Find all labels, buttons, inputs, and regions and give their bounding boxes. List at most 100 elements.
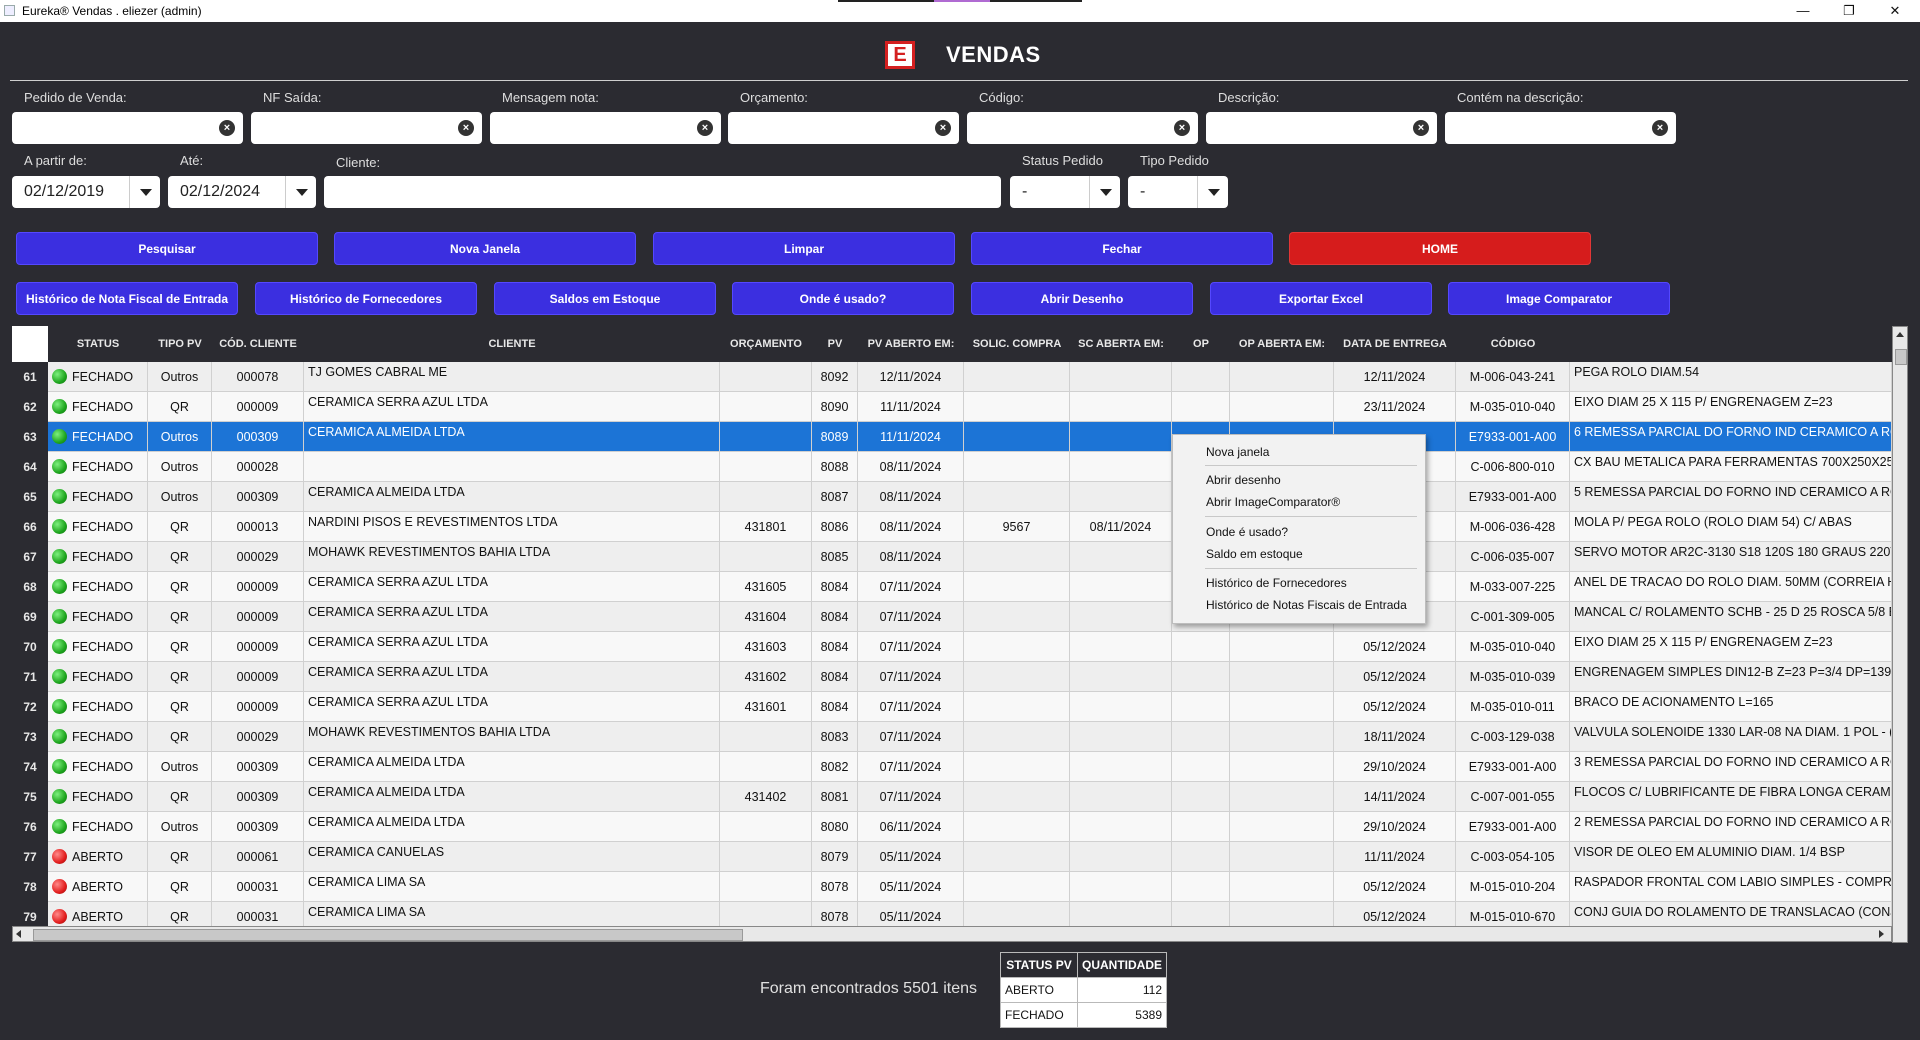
table-row[interactable]: 69 FECHADO QR 000009 CERAMICA SERRA AZUL LTD… (12, 602, 1892, 632)
nova-janela-button[interactable]: Nova Janela (334, 232, 636, 265)
status-cell[interactable]: FECHADO (48, 662, 148, 692)
cell-pv[interactable]: 8082 (812, 752, 858, 782)
cell-entrega[interactable]: 14/11/2024 (1334, 782, 1456, 812)
cell-pv_em[interactable]: 07/11/2024 (858, 692, 964, 722)
cell-cliente[interactable]: CERAMICA SERRA AZUL LTDA (304, 572, 720, 602)
cell-desc[interactable]: 5 REMESSA PARCIAL DO FORNO IND CERAMICO … (1570, 482, 1892, 512)
cell-codigo[interactable]: C-007-001-055 (1456, 782, 1570, 812)
row-number[interactable]: 69 (12, 602, 48, 632)
cell-pv[interactable]: 8084 (812, 692, 858, 722)
column-header[interactable]: TIPO PV (158, 338, 202, 350)
cell-desc[interactable]: EIXO DIAM 25 X 115 P/ ENGRENAGEM Z=23 (1570, 632, 1892, 662)
cell-pv_em[interactable]: 08/11/2024 (858, 452, 964, 482)
fechar-button[interactable]: Fechar (971, 232, 1273, 265)
cell-sc[interactable] (964, 392, 1070, 422)
scroll-left-icon[interactable] (16, 930, 21, 938)
cell-cliente[interactable] (304, 452, 720, 482)
cell-codigo[interactable]: E7933-001-A00 (1456, 482, 1570, 512)
cell-tipo[interactable]: Outros (148, 422, 212, 452)
cell-pv_em[interactable]: 12/11/2024 (858, 362, 964, 392)
saldos-estoque-button[interactable]: Saldos em Estoque (494, 282, 716, 315)
row-number[interactable]: 66 (12, 512, 48, 542)
column-header[interactable]: PV ABERTO EM: (867, 338, 955, 350)
cell-op[interactable] (1172, 722, 1230, 752)
clear-icon[interactable]: × (697, 120, 713, 136)
cell-sc[interactable] (964, 362, 1070, 392)
cell-pv_em[interactable]: 07/11/2024 (858, 722, 964, 752)
table-row[interactable]: 70 FECHADO QR 000009 CERAMICA SERRA AZUL LTD… (12, 632, 1892, 662)
cell-cliente[interactable]: CERAMICA SERRA AZUL LTDA (304, 692, 720, 722)
menu-item-onde-usado[interactable]: Onde é usado? (1206, 525, 1289, 539)
cell-op[interactable] (1172, 362, 1230, 392)
cell-orc[interactable] (720, 452, 812, 482)
chevron-down-icon[interactable] (1197, 176, 1228, 208)
cell-pv[interactable]: 8084 (812, 602, 858, 632)
cell-sc[interactable] (964, 842, 1070, 872)
nf-saida-input[interactable]: × (251, 112, 482, 144)
cell-cod[interactable]: 000309 (212, 482, 304, 512)
cell-tipo[interactable]: Outros (148, 812, 212, 842)
cell-desc[interactable]: MANCAL C/ ROLAMENTO SCHB - 25 D 25 ROSCA… (1570, 602, 1892, 632)
cell-orc[interactable] (720, 842, 812, 872)
status-cell[interactable]: FECHADO (48, 362, 148, 392)
pedido-venda-input[interactable]: × (12, 112, 243, 144)
cell-tipo[interactable]: Outros (148, 482, 212, 512)
close-icon[interactable]: ✕ (1889, 3, 1901, 18)
scroll-right-icon[interactable] (1879, 930, 1884, 938)
cell-orc[interactable]: 431603 (720, 632, 812, 662)
cell-codigo[interactable]: E7933-001-A00 (1456, 422, 1570, 452)
cell-pv[interactable]: 8088 (812, 452, 858, 482)
cell-codigo[interactable]: M-015-010-204 (1456, 872, 1570, 902)
cell-codigo[interactable]: C-006-035-007 (1456, 542, 1570, 572)
cell-entrega[interactable] (1334, 602, 1456, 632)
row-number[interactable]: 76 (12, 812, 48, 842)
cell-desc[interactable]: PEGA ROLO DIAM.54 (1570, 362, 1892, 392)
cell-tipo[interactable]: QR (148, 692, 212, 722)
cell-codigo[interactable]: M-006-036-428 (1456, 512, 1570, 542)
cell-cliente[interactable]: MOHAWK REVESTIMENTOS BAHIA LTDA (304, 542, 720, 572)
status-cell[interactable]: FECHADO (48, 572, 148, 602)
cell-pv[interactable]: 8078 (812, 872, 858, 902)
cell-orc[interactable] (720, 812, 812, 842)
cell-sc[interactable] (964, 662, 1070, 692)
codigo-input[interactable]: × (967, 112, 1198, 144)
cell-sc_em[interactable] (1070, 452, 1172, 482)
table-row[interactable]: 72 FECHADO QR 000009 CERAMICA SERRA AZUL LTD… (12, 692, 1892, 722)
cell-pv[interactable]: 8090 (812, 392, 858, 422)
cell-desc[interactable]: FLOCOS C/ LUBRIFICANTE DE FIBRA LONGA CE… (1570, 782, 1892, 812)
status-cell[interactable]: FECHADO (48, 392, 148, 422)
chevron-down-icon[interactable] (285, 176, 316, 208)
table-corner-button[interactable] (12, 326, 48, 362)
cell-tipo[interactable]: QR (148, 842, 212, 872)
row-number[interactable]: 72 (12, 692, 48, 722)
cell-pv_em[interactable]: 07/11/2024 (858, 662, 964, 692)
cell-desc[interactable]: 3 REMESSA PARCIAL DO FORNO IND CERAMICO … (1570, 752, 1892, 782)
cell-pv_em[interactable]: 05/11/2024 (858, 842, 964, 872)
exportar-excel-button[interactable]: Exportar Excel (1210, 282, 1432, 315)
cell-entrega[interactable]: 18/11/2024 (1334, 722, 1456, 752)
cell-orc[interactable]: 431601 (720, 692, 812, 722)
cliente-input[interactable] (324, 176, 1001, 208)
cell-codigo[interactable]: M-033-007-225 (1456, 572, 1570, 602)
cell-sc_em[interactable] (1070, 752, 1172, 782)
cell-op[interactable] (1172, 782, 1230, 812)
cell-desc[interactable]: VALVULA SOLENOIDE 1330 LAR-08 NA DIAM. 1… (1570, 722, 1892, 752)
row-number[interactable]: 68 (12, 572, 48, 602)
cell-sc_em[interactable] (1070, 422, 1172, 452)
cell-op_em[interactable] (1230, 782, 1334, 812)
table-row[interactable]: 78 ABERTO QR 000031 CERAMICA LIMA SA 8078 05/1… (12, 872, 1892, 902)
cell-op[interactable] (1172, 632, 1230, 662)
cell-sc[interactable] (964, 572, 1070, 602)
scroll-up-icon[interactable] (1896, 332, 1904, 337)
cell-cod[interactable]: 000309 (212, 752, 304, 782)
image-comparator-button[interactable]: Image Comparator (1448, 282, 1670, 315)
cell-op[interactable] (1172, 392, 1230, 422)
cell-desc[interactable]: MOLA P/ PEGA ROLO (ROLO DIAM 54) C/ ABAS (1570, 512, 1892, 542)
maximize-icon[interactable]: ❐ (1843, 3, 1855, 18)
home-button[interactable]: HOME (1289, 232, 1591, 265)
row-number[interactable]: 64 (12, 452, 48, 482)
row-number[interactable]: 65 (12, 482, 48, 512)
cell-pv_em[interactable]: 08/11/2024 (858, 482, 964, 512)
cell-cliente[interactable]: CERAMICA ALMEIDA LTDA (304, 482, 720, 512)
cell-orc[interactable]: 431604 (720, 602, 812, 632)
